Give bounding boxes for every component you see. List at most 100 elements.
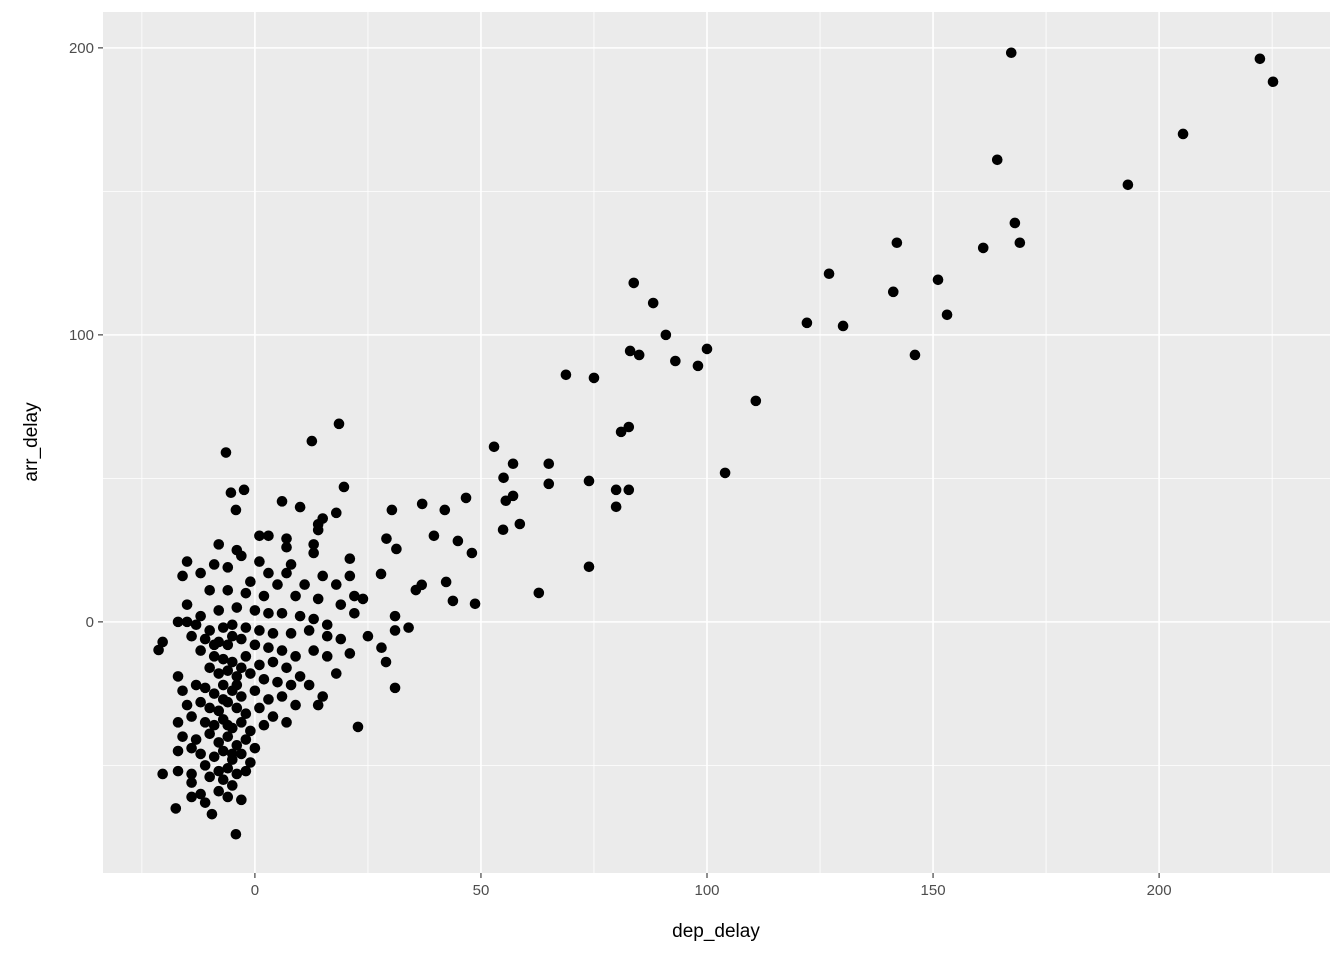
data-point — [199, 717, 211, 728]
data-point — [190, 734, 202, 745]
data-point — [375, 568, 387, 580]
data-point — [321, 630, 333, 642]
data-point — [281, 541, 292, 553]
data-point — [153, 644, 164, 656]
data-point — [623, 484, 635, 496]
data-point — [263, 530, 274, 542]
data-point — [267, 656, 279, 668]
data-point — [357, 593, 369, 605]
data-point — [321, 619, 333, 631]
data-point — [204, 702, 215, 714]
data-point — [276, 496, 288, 507]
data-point — [560, 369, 572, 381]
data-point — [290, 651, 301, 662]
data-point — [1009, 217, 1021, 229]
data-point — [887, 286, 899, 298]
data-point — [1014, 237, 1026, 249]
data-point — [245, 668, 256, 679]
data-point — [801, 317, 813, 329]
data-point — [1122, 179, 1134, 191]
data-point — [258, 673, 270, 685]
data-point — [186, 630, 197, 642]
data-point — [330, 579, 342, 590]
data-point — [195, 788, 206, 800]
data-point — [157, 768, 168, 780]
data-point — [276, 607, 288, 619]
data-point — [222, 665, 234, 676]
data-point — [909, 349, 921, 361]
data-point — [330, 507, 342, 519]
data-point — [294, 501, 306, 513]
data-point — [222, 562, 234, 573]
data-point — [272, 676, 283, 688]
data-point — [317, 570, 329, 582]
data-point — [249, 605, 261, 616]
data-point — [217, 679, 229, 691]
data-point — [254, 625, 265, 636]
data-points — [153, 47, 1279, 840]
data-point — [500, 495, 512, 507]
data-point — [349, 590, 360, 602]
data-point — [294, 671, 306, 682]
data-point — [217, 745, 229, 757]
data-point — [389, 625, 401, 636]
data-point — [254, 530, 265, 542]
data-point — [290, 590, 301, 602]
data-point — [303, 625, 315, 636]
data-point — [1177, 128, 1189, 140]
data-point — [186, 711, 197, 722]
data-point — [1005, 47, 1017, 59]
data-point — [344, 648, 356, 659]
data-point — [195, 748, 206, 760]
data-point — [376, 642, 387, 654]
data-point — [267, 628, 279, 639]
data-point — [249, 639, 261, 651]
data-point — [543, 458, 555, 470]
data-point — [236, 717, 247, 728]
data-point — [199, 797, 211, 808]
data-point — [428, 530, 440, 542]
data-point — [181, 699, 193, 711]
data-point — [254, 702, 265, 714]
data-point — [344, 570, 356, 582]
data-point — [272, 579, 283, 590]
data-point — [254, 556, 265, 567]
data-point — [333, 418, 345, 430]
data-point — [533, 587, 545, 599]
data-point — [403, 622, 414, 633]
data-point — [177, 570, 188, 582]
data-point — [213, 737, 225, 748]
data-point — [204, 625, 215, 636]
data-point — [236, 691, 247, 702]
data-point — [236, 662, 247, 674]
data-point — [335, 633, 347, 645]
data-point — [213, 539, 225, 550]
data-point — [240, 587, 252, 599]
data-point — [195, 696, 206, 708]
data-point — [507, 458, 519, 470]
data-point — [245, 757, 256, 768]
y-tick-label: 0 — [86, 614, 94, 631]
x-tick-label: 0 — [251, 882, 259, 899]
data-point — [236, 633, 247, 645]
data-point — [177, 685, 188, 697]
data-point — [240, 651, 252, 662]
data-point — [701, 343, 713, 355]
data-point — [222, 791, 234, 803]
data-point — [227, 630, 238, 642]
data-point — [312, 699, 324, 711]
data-point — [303, 679, 315, 691]
data-point — [588, 372, 600, 384]
data-point — [624, 345, 636, 357]
data-point — [628, 277, 640, 289]
data-point — [263, 567, 274, 579]
data-point — [1267, 76, 1279, 88]
data-point — [308, 547, 319, 559]
data-point — [186, 777, 197, 788]
data-point — [452, 535, 464, 547]
data-point — [177, 731, 188, 742]
x-axis-title: dep_delay — [672, 921, 760, 942]
data-point — [977, 242, 989, 254]
data-point — [294, 610, 306, 622]
data-point — [231, 671, 243, 682]
